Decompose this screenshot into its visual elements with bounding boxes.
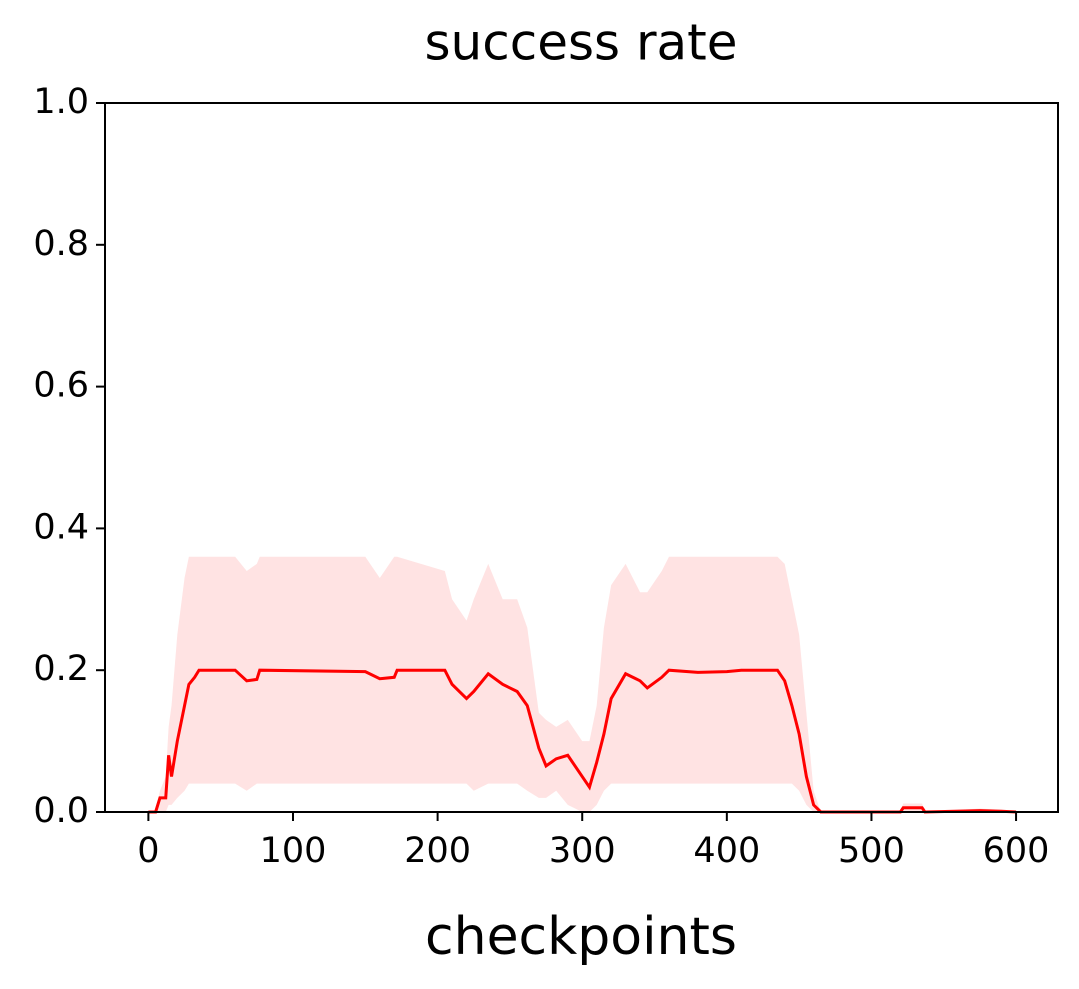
y-tick-label: 0.2 xyxy=(33,649,89,689)
y-tick-label: 0.0 xyxy=(33,791,89,831)
x-tick-label: 300 xyxy=(549,831,616,871)
y-tick-label: 1.0 xyxy=(33,82,89,122)
x-tick-label: 0 xyxy=(137,831,159,871)
x-tick-label: 200 xyxy=(404,831,471,871)
mean-line xyxy=(148,668,1017,814)
y-tick-label: 0.4 xyxy=(33,507,89,547)
x-axis-label: checkpoints xyxy=(425,907,737,967)
x-tick-label: 100 xyxy=(260,831,327,871)
x-tick-label: 500 xyxy=(838,831,905,871)
x-tick-label: 600 xyxy=(983,831,1050,871)
x-tick-label: 400 xyxy=(693,831,760,871)
chart-title: success rate xyxy=(424,14,737,72)
confidence-band xyxy=(148,556,1017,812)
y-tick-label: 0.6 xyxy=(33,366,89,406)
y-tick-label: 0.8 xyxy=(33,224,89,264)
